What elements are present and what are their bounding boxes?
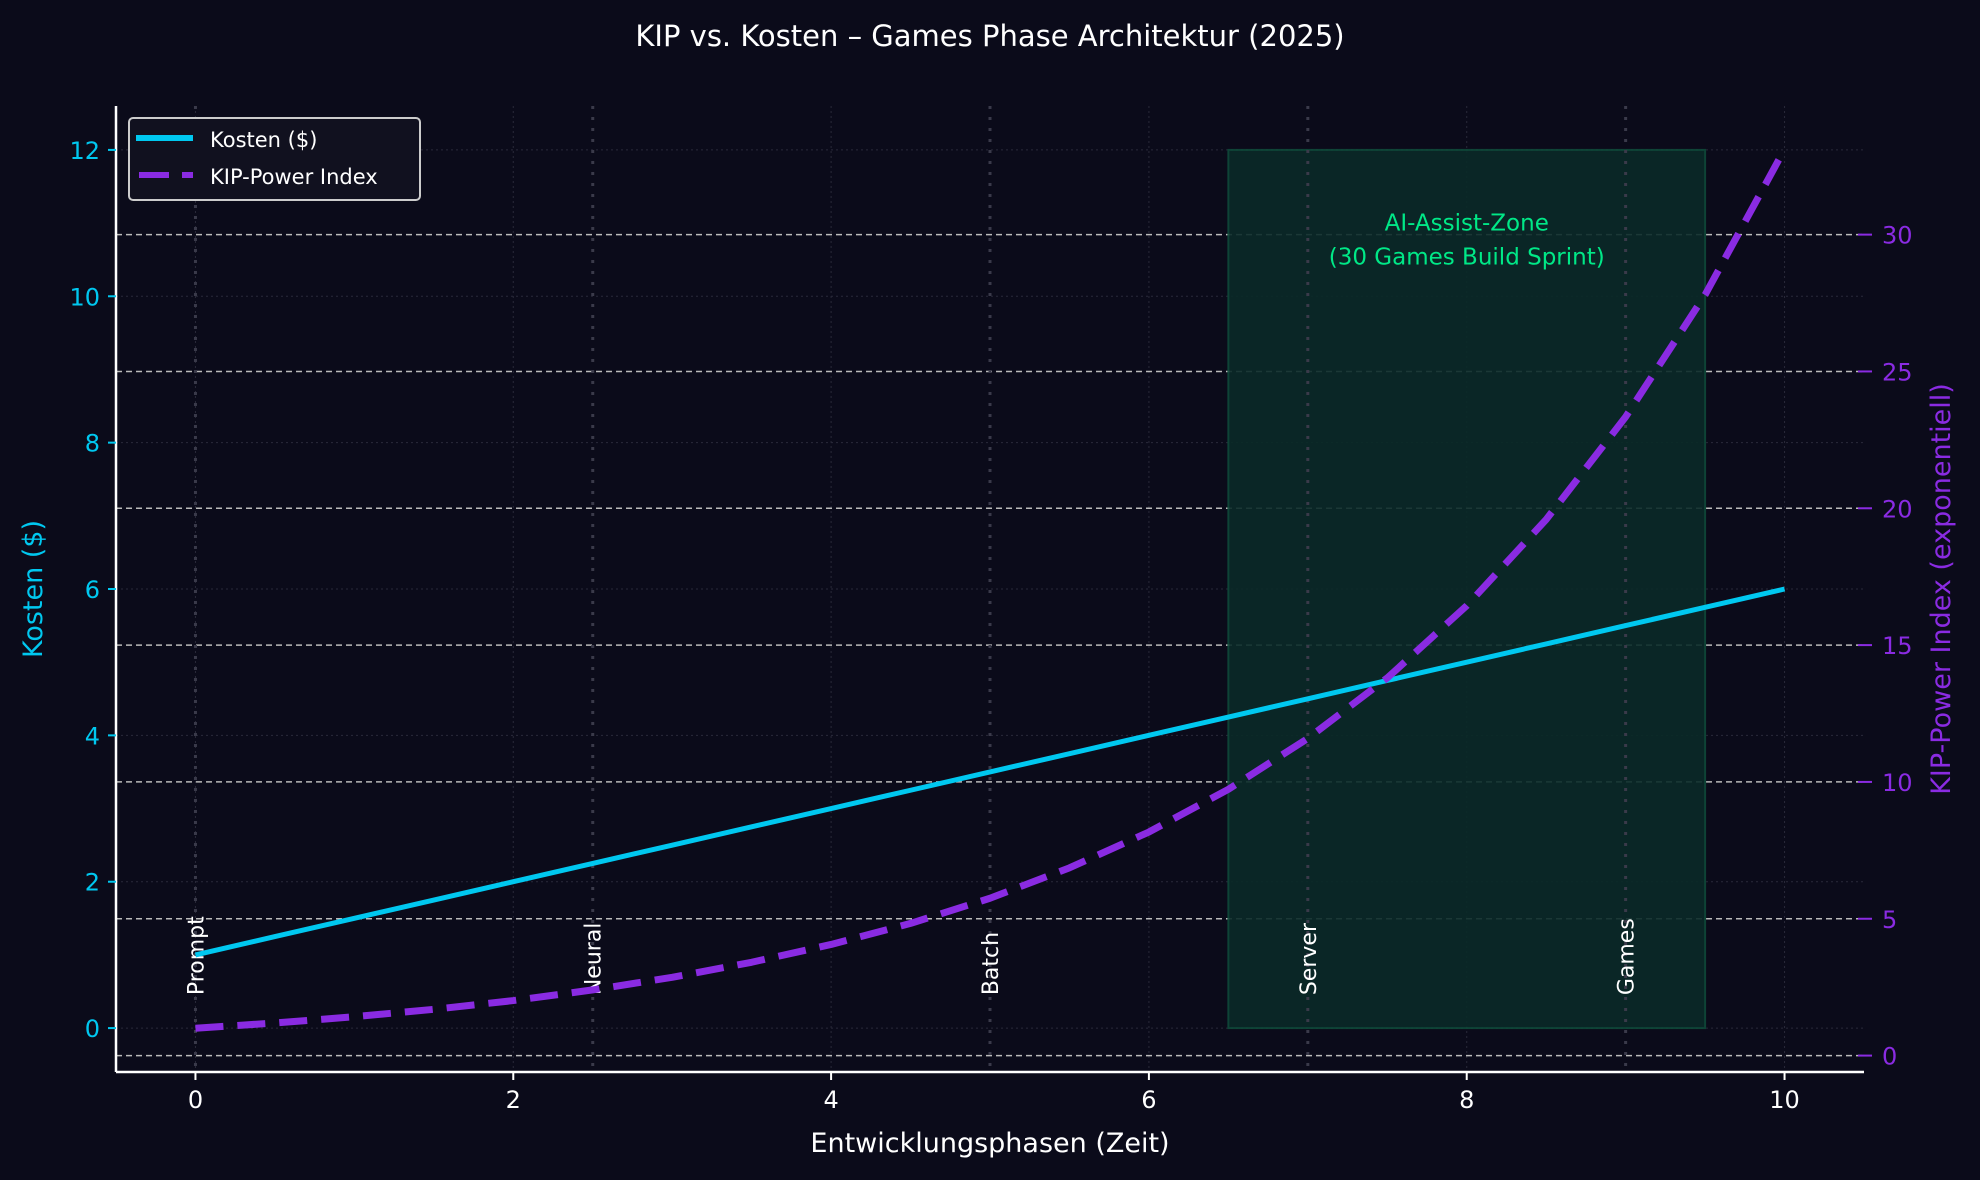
legend-box xyxy=(128,117,421,201)
y-tick-label: 6 xyxy=(85,576,100,604)
x-tick-label: 6 xyxy=(1141,1086,1156,1114)
y2-tick-label: 15 xyxy=(1882,632,1913,660)
y2-axis-label: KIP-Power Index (exponentiell) xyxy=(1926,383,1957,795)
ai-assist-zone: AI-Assist-Zone (30 Games Build Sprint) xyxy=(1227,148,1707,1030)
phase-lines: Prompt Neural Batch Server Games xyxy=(184,106,1640,1072)
y2-tick-label: 25 xyxy=(1882,358,1913,386)
kosten-line xyxy=(194,586,1786,958)
chart-title: KIP vs. Kosten – Games Phase Architektur… xyxy=(635,19,1344,53)
axes: 0 2 4 6 8 10 0 2 4 6 8 10 12 0 5 10 15 20 25 30 xyxy=(69,106,1913,1114)
y2-tick-label: 0 xyxy=(1882,1043,1897,1071)
phase-label: Games xyxy=(1615,918,1640,995)
zone-label-line1: AI-Assist-Zone xyxy=(1385,210,1549,236)
phase-label: Server xyxy=(1297,922,1322,995)
series xyxy=(194,147,1788,1032)
legend: Kosten ($) KIP-Power Index xyxy=(128,117,421,201)
y-tick-label: 12 xyxy=(69,137,100,165)
phase-label: Batch xyxy=(979,932,1004,995)
y2-tick-label: 5 xyxy=(1882,906,1897,934)
y2-tick-label: 20 xyxy=(1882,495,1913,523)
x-tick-label: 0 xyxy=(188,1086,203,1114)
y-tick-label: 10 xyxy=(69,283,100,311)
kip-power-line xyxy=(195,147,1788,1032)
zone-label-line2: (30 Games Build Sprint) xyxy=(1329,244,1605,270)
y2-tick-label: 30 xyxy=(1882,222,1913,250)
x-tick-label: 10 xyxy=(1769,1086,1800,1114)
y-tick-label: 0 xyxy=(85,1015,100,1043)
zone-rect xyxy=(1227,148,1707,1030)
y-tick-label: 4 xyxy=(85,722,100,750)
y2-tick-label: 10 xyxy=(1882,769,1913,797)
legend-label-kosten: Kosten ($) xyxy=(210,128,317,152)
x-axis-label: Entwicklungsphasen (Zeit) xyxy=(810,1128,1169,1159)
x-tick-label: 2 xyxy=(506,1086,521,1114)
x-tick-label: 4 xyxy=(823,1086,838,1114)
x-tick-label: 8 xyxy=(1459,1086,1474,1114)
y-tick-label: 2 xyxy=(85,869,100,897)
phase-label: Neural xyxy=(582,923,607,996)
y-tick-label: 8 xyxy=(85,430,100,458)
legend-label-kip: KIP-Power Index xyxy=(210,165,378,189)
y-axis-label: Kosten ($) xyxy=(18,520,49,658)
